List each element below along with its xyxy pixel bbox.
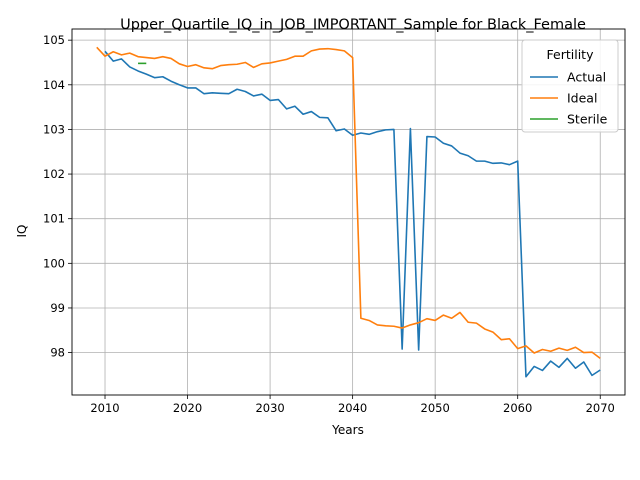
x-tick-label: 2010 — [90, 401, 119, 415]
y-tick-label: 102 — [43, 167, 65, 181]
x-tick-label: 2050 — [421, 401, 450, 415]
series-line-actual — [104, 50, 601, 378]
x-tick-label: 2070 — [586, 401, 615, 415]
x-tick-label: 2030 — [255, 401, 284, 415]
x-tick-label: 2020 — [173, 401, 202, 415]
x-tick-label: 2060 — [503, 401, 532, 415]
axis-ticks: 2010 2020 2030 2040 2050 2060 2070 98 99 100 101 10… — [43, 33, 615, 415]
y-tick-label: 99 — [50, 301, 65, 315]
y-tick-label: 104 — [43, 78, 65, 92]
x-tick-label: 2040 — [338, 401, 367, 415]
legend-box — [521, 39, 619, 133]
series-line-ideal — [96, 46, 601, 360]
chart-title: Upper_Quartile_IQ_in_JOB_IMPORTANT_Sampl… — [120, 17, 586, 33]
legend-label-ideal: Ideal — [567, 91, 597, 106]
y-tick-label: 103 — [43, 122, 65, 136]
y-tick-label: 105 — [43, 33, 65, 47]
legend: Fertility Actual Ideal Sterile — [521, 39, 619, 133]
y-tick-label: 101 — [43, 212, 65, 226]
legend-label-actual: Actual — [567, 70, 606, 85]
legend-label-sterile: Sterile — [567, 112, 608, 127]
y-tick-label: 100 — [43, 256, 65, 270]
x-axis-label: Years — [331, 423, 364, 437]
y-tick-label: 98 — [50, 346, 65, 360]
series-lines — [96, 46, 601, 378]
legend-title: Fertility — [547, 47, 595, 62]
y-axis-label: IQ — [15, 225, 29, 238]
plot-frame — [71, 28, 626, 396]
